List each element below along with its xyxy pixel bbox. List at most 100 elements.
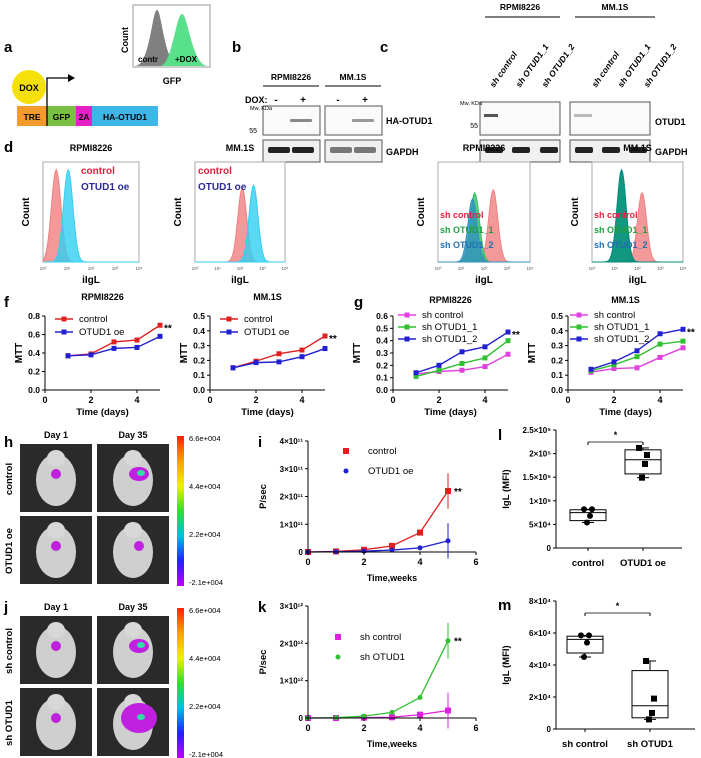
panel-label-j: j [3,599,8,616]
x-tick-label: 10⁴ [527,266,534,271]
x-tick-label: 10¹ [458,266,465,271]
legend-label: control [198,166,232,177]
x-tick-label: 2 [611,395,616,405]
significance-annotation: * [614,430,618,440]
data-point [111,345,117,351]
panel-label-c: c [380,39,388,56]
significance-annotation: ** [164,323,172,334]
y-axis-label: IgL (MFI) [501,645,512,684]
y-tick-label: 0.0 [193,385,205,395]
colorbar-label: -2.1e+004 [189,578,223,587]
y-tick-label: 8×10⁴ [529,597,551,606]
y-tick-label: 4×10⁴ [529,661,551,670]
data-point [584,639,590,646]
x-tick-label: 2 [88,395,93,405]
significance-annotation: ** [512,330,520,341]
y-tick-label: 0 [299,714,304,723]
band [484,114,498,117]
data-point [657,341,663,347]
x-axis-label: Time (days) [599,407,652,418]
y-tick-label: 2×10⁵ [529,450,551,459]
data-point [417,694,423,700]
colorbar-label: 2.2e+004 [189,530,221,539]
panel-label-f: f [4,294,10,311]
y-tick-label: 0.6 [28,330,40,340]
y-tick-label: 2×10¹² [280,639,304,648]
data-point [436,362,442,368]
promoter-arrow [46,77,68,126]
dox-state: + [362,95,368,106]
data-point [482,355,488,361]
y-tick-label: 2×10¹¹ [280,493,304,502]
data-point [588,366,594,372]
data-point [134,337,140,343]
mouse-head [124,522,142,538]
legend-label: OTUD1 oe [368,466,413,477]
legend-label: control [81,166,115,177]
signal-hotspot [137,714,145,720]
data-point [413,373,419,379]
legend-marker [343,448,349,454]
band-gapdh [629,147,647,153]
significance-annotation: ** [687,327,695,338]
data-point [276,359,282,365]
row-label: sh OTUD1 [4,699,15,746]
y-axis-label: MTT [179,343,190,364]
y-axis-label: MTT [14,343,25,364]
chart-title: MM.1S [253,292,282,302]
band-gapdh [575,147,593,153]
panel-label-b: b [232,39,241,56]
mouse-head [124,622,142,638]
x-tick-label: 10³ [504,266,511,271]
hist-label-contr: contr [138,55,158,64]
y-tick-label: 0.8 [28,311,40,321]
legend-marker [404,312,410,318]
y-tick-label: 0.1 [376,373,388,383]
significance-annotation: * [616,601,620,611]
data-point [482,344,488,350]
legend-marker [404,324,410,330]
data-point [417,545,423,551]
y-tick-label: 0 [299,548,304,557]
x-tick-label: 0 [305,723,310,733]
protein-label: HA-OTUD1 [386,116,433,126]
dox-row-label: DOX: [245,95,268,105]
band [352,119,374,122]
data-point [276,351,282,357]
data-point [417,711,423,718]
legend-label: OTUD1 oe [244,327,289,338]
data-point [505,351,511,357]
band [574,114,592,117]
legend-label: sh OTUD1_2 [422,334,477,345]
y-tick-label: 0 [547,725,552,734]
data-point [459,360,465,366]
category-label: sh control [562,739,608,750]
significance-annotation: ** [454,487,462,498]
legend-label: sh OTUD1_2 [440,240,494,250]
y-axis-label: P/sec [258,650,269,675]
plot-frame [437,161,531,263]
data-point [253,360,259,366]
y-tick-label: 1×10¹² [280,677,304,686]
x-tick-label: 10⁰ [40,266,47,271]
cell-line-label: MM.1S [602,2,629,12]
y-tick-label: 0.3 [376,348,388,358]
y-axis-label: P/sec [258,484,269,509]
arrow-head-icon [68,74,75,82]
band-gapdh [354,147,376,153]
construct-label: GFP [53,112,71,122]
x-tick-label: 10³ [657,266,664,271]
panel-j: Day 1 Day 35 sh control sh OTUD1 6.6e+004 4.4… [4,602,223,758]
y-tick-label: 0.5 [193,311,205,321]
x-tick-label: 10² [481,266,488,271]
x-tick-label: 4 [657,395,662,405]
data-point [436,367,442,373]
y-tick-label: 5×10⁴ [529,520,551,529]
data-point [230,365,236,371]
mw-label: Mw, KDa [460,101,483,107]
legend-label: sh control [594,210,638,220]
legend-marker [61,316,67,322]
x-tick-label: 6 [473,557,478,567]
x-tick-label: 2 [361,557,366,567]
colorbar-label: 4.4e+004 [189,654,221,663]
